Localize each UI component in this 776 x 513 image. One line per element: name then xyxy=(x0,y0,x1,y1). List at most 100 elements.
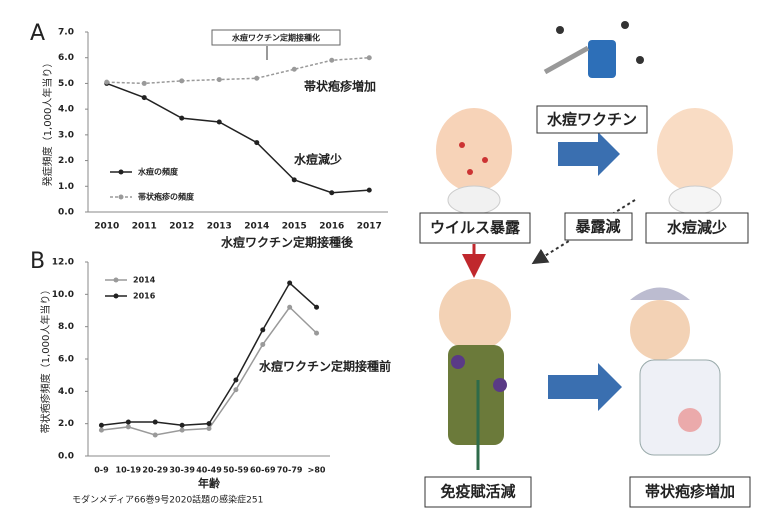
point xyxy=(367,188,372,193)
x-tick-label: 2016 xyxy=(319,222,344,232)
point xyxy=(207,426,212,431)
x-tick-label: >80 xyxy=(308,466,326,475)
series-line xyxy=(101,283,316,425)
annotation: 水痘ワクチン定期接種前 xyxy=(259,359,391,374)
x-tick-label: 2015 xyxy=(282,222,307,232)
panel-label: B xyxy=(30,249,45,274)
label: 水痘ワクチン xyxy=(547,111,637,129)
y-tick-label: 12.0 xyxy=(52,258,74,268)
y-axis-label: 発症頻度（1,000人年当り） xyxy=(41,58,54,187)
x-tick-label: 50-59 xyxy=(223,466,249,475)
baby-healthy xyxy=(657,108,733,214)
x-tick-label: 60-69 xyxy=(250,466,276,475)
panel-label: A xyxy=(30,21,45,46)
legend-label: 帯状疱疹の頻度 xyxy=(138,192,195,202)
point xyxy=(329,190,334,195)
vaccine xyxy=(545,21,644,78)
point xyxy=(260,342,265,347)
point xyxy=(153,420,158,425)
point xyxy=(179,78,184,83)
legend-marker xyxy=(114,278,119,283)
point xyxy=(367,55,372,60)
label: 水痘減少 xyxy=(667,219,727,237)
point xyxy=(180,423,185,428)
legend-marker xyxy=(119,195,124,200)
y-tick-label: 0.0 xyxy=(58,452,74,462)
x-tick-label: 30-39 xyxy=(169,466,195,475)
point xyxy=(180,428,185,433)
point xyxy=(207,421,212,426)
x-tick-label: 40-49 xyxy=(196,466,222,475)
label: 免疫賦活減 xyxy=(440,483,515,501)
point xyxy=(142,95,147,100)
label: 帯状疱疹増加 xyxy=(645,483,735,501)
x-tick-label: 2011 xyxy=(132,222,157,232)
label: ウイルス暴露 xyxy=(430,219,521,237)
legend-marker xyxy=(119,170,124,175)
x-tick-label: 2017 xyxy=(357,222,382,232)
y-tick-label: 5.0 xyxy=(58,79,74,89)
point xyxy=(260,327,265,332)
point xyxy=(153,432,158,437)
arrow xyxy=(558,132,620,176)
point xyxy=(217,120,222,125)
point xyxy=(287,281,292,286)
y-tick-label: 2.0 xyxy=(58,419,74,429)
y-tick-label: 6.0 xyxy=(58,355,74,365)
caption: モダンメディア66巻9号2020話題の感染症251 xyxy=(72,494,263,506)
point xyxy=(142,81,147,86)
y-tick-label: 1.0 xyxy=(58,182,74,192)
annotation: 水痘ワクチン定期接種後 xyxy=(221,235,354,250)
arrow xyxy=(548,363,622,411)
x-tick-label: 2014 xyxy=(244,222,269,232)
point xyxy=(126,424,131,429)
point xyxy=(292,67,297,72)
y-tick-label: 4.0 xyxy=(58,105,74,115)
point xyxy=(254,140,259,145)
y-tick-label: 2.0 xyxy=(58,156,74,166)
x-tick-label: 0-9 xyxy=(94,466,109,475)
y-tick-label: 4.0 xyxy=(58,387,74,397)
x-tick-label: 20-29 xyxy=(142,466,168,475)
elderly-patient xyxy=(630,288,720,456)
y-tick-label: 3.0 xyxy=(58,130,74,140)
x-tick-label: 2010 xyxy=(94,222,119,232)
annotation: 水痘ワクチン定期接種化 xyxy=(231,33,320,43)
point xyxy=(254,76,259,81)
x-tick-label: 10-19 xyxy=(116,466,142,475)
y-tick-label: 8.0 xyxy=(58,322,74,332)
x-tick-label: 2013 xyxy=(207,222,232,232)
point xyxy=(233,387,238,392)
label: 暴露減 xyxy=(575,218,620,236)
y-tick-label: 7.0 xyxy=(58,28,74,38)
point xyxy=(329,58,334,63)
x-tick-label: 70-79 xyxy=(277,466,303,475)
y-axis-label: 帯状疱疹頻度（1,000人年当り） xyxy=(39,285,52,434)
legend-marker xyxy=(114,294,119,299)
point xyxy=(126,420,131,425)
illustrations xyxy=(436,21,733,470)
point xyxy=(104,80,109,85)
page: {"chart_data": [ {"type": "line", "panel… xyxy=(0,0,776,513)
point xyxy=(314,331,319,336)
elderly-man xyxy=(439,279,511,470)
point xyxy=(292,177,297,182)
y-tick-label: 10.0 xyxy=(52,290,74,300)
y-tick-label: 0.0 xyxy=(58,208,74,218)
legend-label: 2014 xyxy=(133,276,156,285)
figure: ウイルス暴露 水痘ワクチン 水痘減少 暴露減 免疫賦活減 帯状疱疹増加 モダンメ… xyxy=(0,0,776,513)
point xyxy=(217,77,222,82)
x-tick-label: 2012 xyxy=(169,222,194,232)
y-tick-label: 6.0 xyxy=(58,53,74,63)
point xyxy=(99,428,104,433)
point xyxy=(179,116,184,121)
legend-label: 水痘の頻度 xyxy=(137,167,179,177)
point xyxy=(233,378,238,383)
annotation: 水痘減少 xyxy=(294,152,342,167)
annotation: 帯状疱疹増加 xyxy=(304,79,376,94)
x-axis-label: 年齢 xyxy=(198,476,221,490)
baby-sick xyxy=(436,108,512,214)
point xyxy=(99,423,104,428)
point xyxy=(287,305,292,310)
legend-label: 2016 xyxy=(133,292,156,301)
